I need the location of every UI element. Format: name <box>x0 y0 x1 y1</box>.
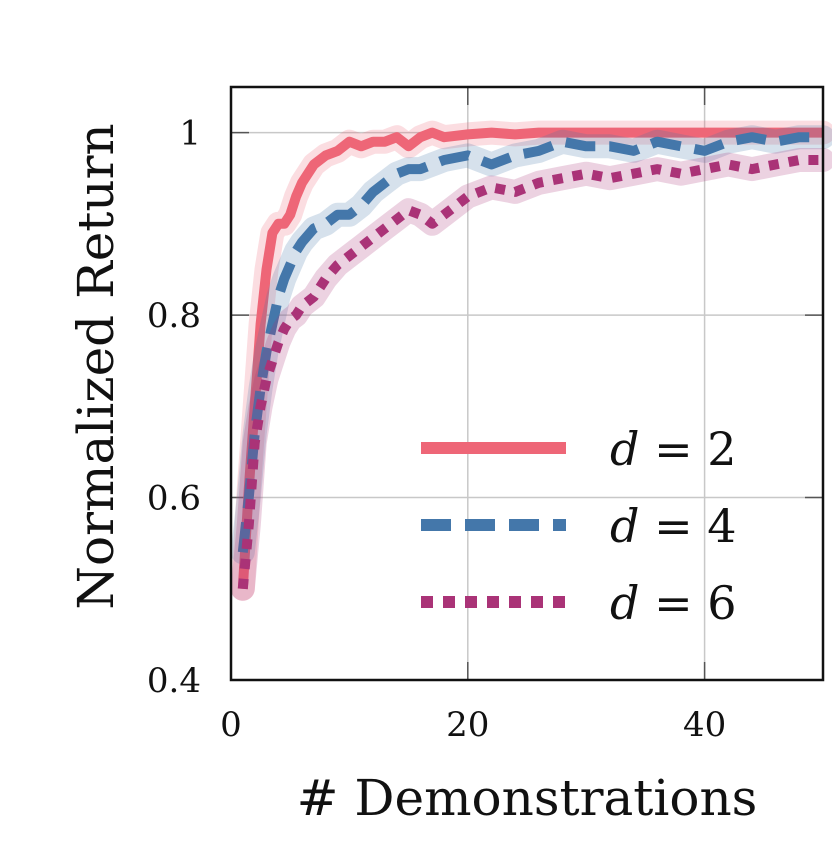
legend-label-2: d = 4 <box>610 499 737 553</box>
y-tick-label: 0.4 <box>147 661 201 701</box>
x-axis-title: # Demonstrations <box>297 769 758 827</box>
series-line-1 <box>237 127 823 590</box>
x-tick-labels: 0 20 40 <box>220 705 726 745</box>
series-line-2 <box>237 132 823 553</box>
series-lines <box>230 120 832 601</box>
y-axis-title: Normalized Return <box>67 123 125 609</box>
series-line-3 <box>237 155 823 590</box>
legend-label-1: d = 2 <box>610 422 737 476</box>
plot-frame <box>229 85 825 682</box>
y-tick-label: 0.6 <box>147 479 201 519</box>
y-tick-label: 0.8 <box>147 296 201 336</box>
legend-label-3: d = 6 <box>610 576 737 630</box>
legend: d = 2 d = 4 d = 6 <box>421 422 737 630</box>
y-tick-labels: 0.4 0.6 0.8 1 <box>147 114 201 701</box>
series-band-2 <box>230 125 832 565</box>
x-tick-label: 40 <box>683 705 726 745</box>
x-tick-label: 0 <box>220 705 242 745</box>
y-tick-label: 1 <box>179 114 201 154</box>
x-tick-label: 20 <box>446 705 489 745</box>
